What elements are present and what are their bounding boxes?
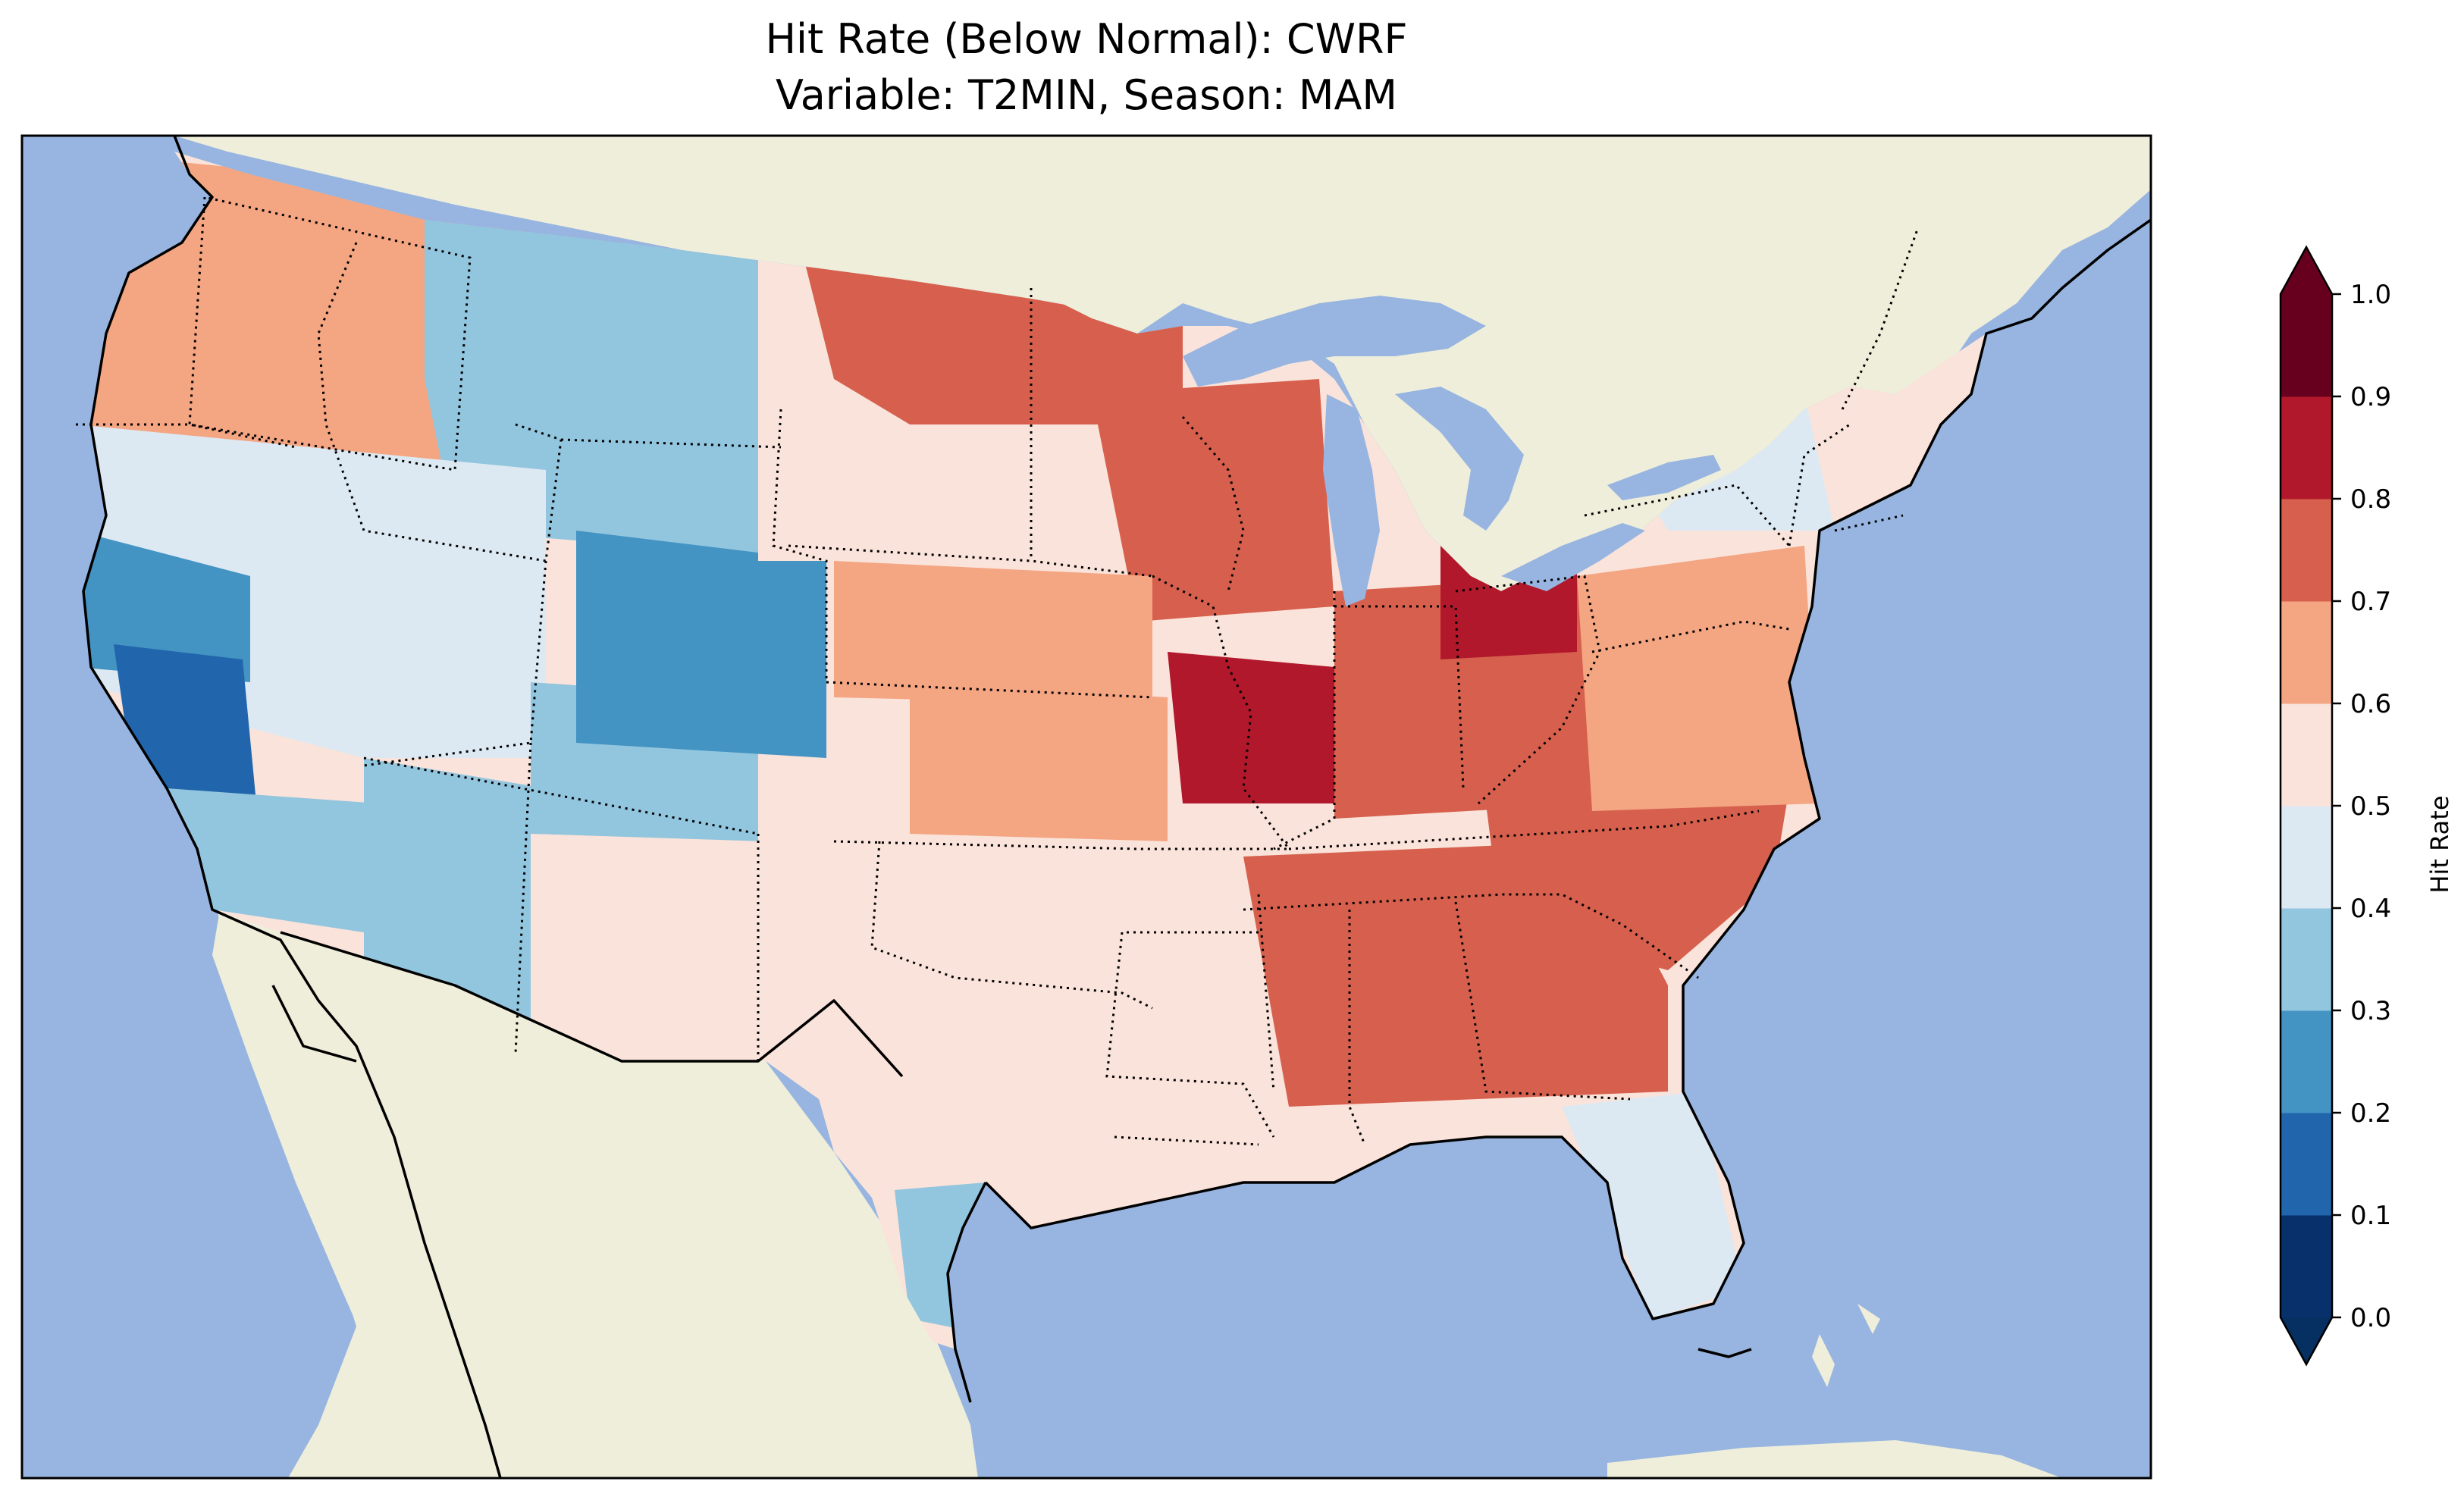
colorbar-under-triangle [2281,1317,2332,1364]
bahamas [1812,1304,1880,1387]
heatmap-region-north-dakota-minnesota [804,258,1183,424]
heatmap-region-northern-california [83,531,250,682]
great-lakes [1183,296,1721,606]
heatmap-region-kansas [910,682,1168,841]
heatmap-region-colorado-rockies [576,531,826,758]
colorbar: 0.0 0.1 0.2 0.3 0.4 0.5 0.6 0.7 0.8 0.9 1.0 Hit Ra… [2279,245,2454,1367]
colorbar-bin-7 [2281,499,2332,602]
heatmap-region-new-mexico [531,834,766,1061]
colorbar-tick-label: 0.7 [2350,587,2391,617]
colorbar-bin-1 [2281,1113,2332,1216]
colorbar-bin-2 [2281,1010,2332,1113]
heatmap-region-northern-rockies [425,189,834,561]
lake-michigan [1323,394,1380,606]
heatmap-region-mid-atlantic [1577,546,1820,811]
heatmap-region-missouri [1168,652,1334,803]
map-frame [20,134,2152,1480]
lake-superior [1183,296,1486,387]
lake-huron [1395,387,1524,531]
colorbar-tick-label: 0.6 [2350,689,2391,719]
colorbar-tick-label: 0.8 [2350,484,2391,515]
chart-title-line1: Hit Rate (Below Normal): CWRF [765,15,1407,63]
lake-erie [1501,523,1645,591]
heatmap-region-upper-mississippi-valley [1092,379,1334,622]
cuba [1607,1440,2062,1478]
colorbar-tick-label: 1.0 [2350,280,2391,310]
lake-ontario [1607,455,1721,500]
us-heatmap [83,152,1986,1349]
chart-title-line2: Variable: T2MIN, Season: MAM [776,71,1397,119]
colorbar-label: Hit Rate [2425,795,2454,893]
coastlines [82,136,2151,1478]
colorbar-bin-0 [2281,1215,2332,1318]
colorbar-bin-9 [2281,294,2332,397]
colorbar-tick-label: 0.9 [2350,382,2391,412]
heatmap-region-texas [758,834,1274,1289]
colorbar-bin-5 [2281,703,2332,807]
state-borders [76,196,1920,1146]
baja-peninsula [212,910,425,1425]
heatmap-region-central-plains [834,561,1152,705]
colorbar-tick-label: 0.3 [2350,996,2391,1026]
colorbar-bin-4 [2281,806,2332,909]
map-panel [22,136,2151,1478]
colorbar-tick-label: 0.5 [2350,791,2391,822]
colorbar-bin-6 [2281,601,2332,704]
colorbar-tick-label: 0.2 [2350,1098,2391,1129]
colorbar-tick-label: 0.0 [2350,1303,2391,1333]
mexico-landmass [212,894,978,1478]
heatmap-region-peninsular-florida [1562,1092,1744,1319]
heatmap-region-carolinas [1486,788,1789,970]
heatmap-region-southern-california [167,788,379,932]
colorbar-bin-3 [2281,908,2332,1011]
colorbar-bin-8 [2281,396,2332,500]
colorbar-over-triangle [2281,247,2332,294]
colorbar-tick-label: 0.1 [2350,1201,2391,1231]
colorbar-tick-label: 0.4 [2350,894,2391,924]
